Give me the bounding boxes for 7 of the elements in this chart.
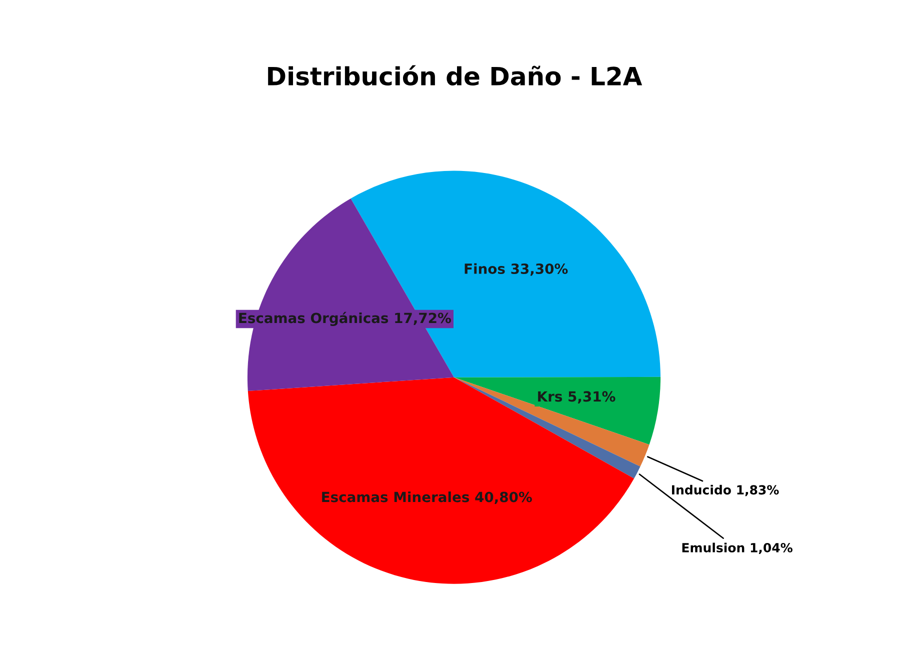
slice-label: Escamas Orgánicas 17,72%: [239, 312, 451, 326]
chart-title: Distribución de Daño - L2A: [268, 65, 642, 86]
slice-label: Inducido 1,83%: [672, 484, 779, 496]
slice-label: Emulsion 1,04%: [682, 542, 792, 554]
slice-label: Escamas Minerales 40,80%: [322, 491, 532, 504]
slice-label: Krs 5,31%: [538, 391, 616, 404]
slice-label: Finos 33,30%: [464, 263, 568, 276]
